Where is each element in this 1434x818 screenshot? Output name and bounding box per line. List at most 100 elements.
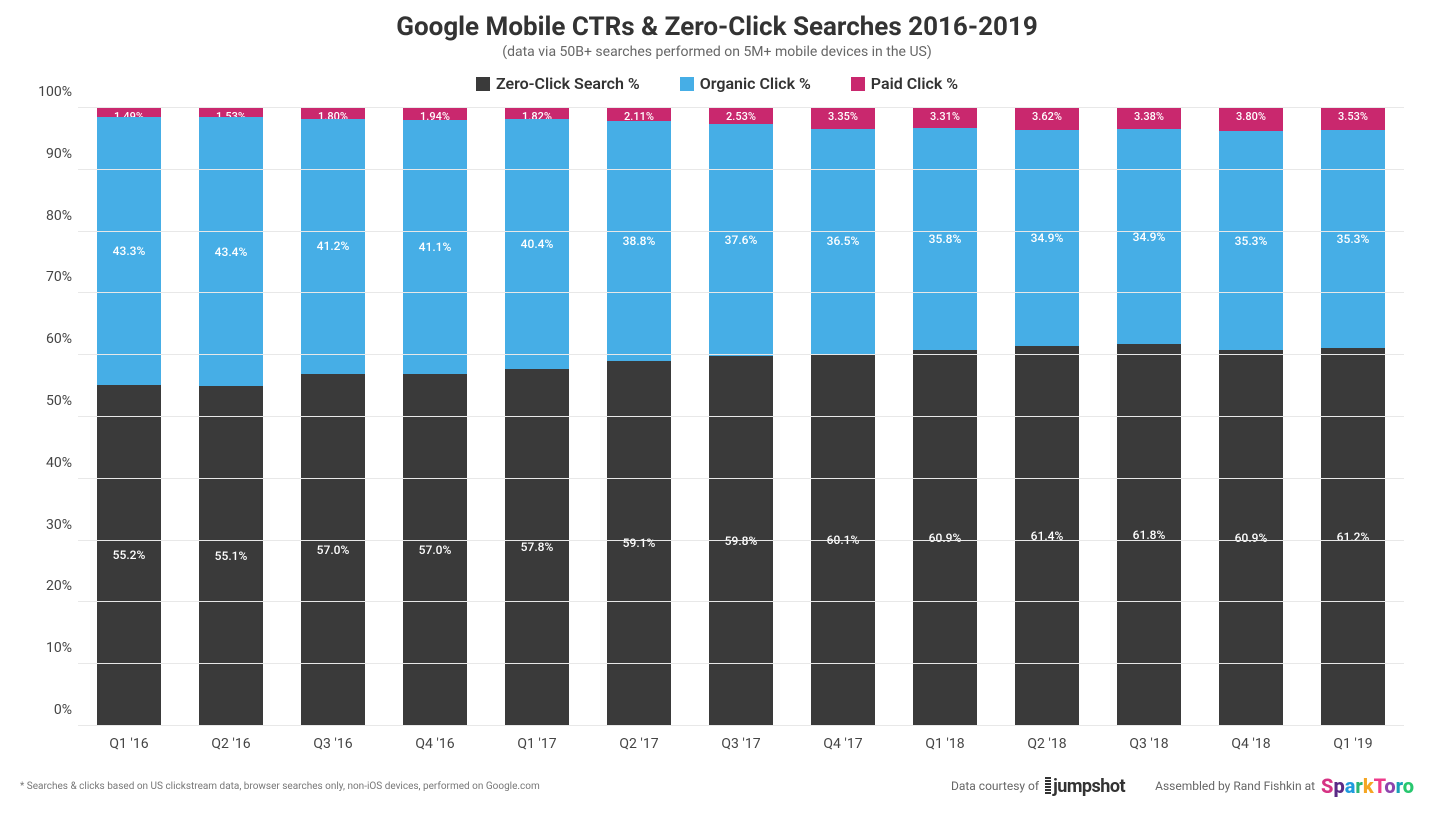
gridline <box>78 231 1404 232</box>
stacked-bar: 1.49%43.3%55.2% <box>97 108 160 726</box>
stacked-bar: 1.53% 43.4% 55.1% <box>199 108 262 726</box>
legend-label: Zero-Click Search % <box>496 74 640 93</box>
segment-value-label: 3.80% <box>1236 110 1266 123</box>
legend-item: Paid Click % <box>851 74 958 93</box>
segment-value-label: 3.62% <box>1032 110 1062 123</box>
segment-value-label: 36.5% <box>827 234 860 248</box>
bar-segment: 41.2% <box>301 119 364 374</box>
stacked-bar: 2.11%38.8%59.1% <box>607 108 670 726</box>
x-axis-label: Q1 '19 <box>1302 730 1404 758</box>
x-axis-label: Q3 '17 <box>690 730 792 758</box>
y-axis-label: 100% <box>20 84 72 100</box>
stacked-bar: 1.82%40.4%57.8% <box>505 108 568 726</box>
bar-segment: 55.2% <box>97 385 160 726</box>
bar-segment: 1.53% <box>199 108 262 117</box>
bar-column: 3.35%36.5%60.1% <box>792 108 894 726</box>
x-axis-label: Q4 '17 <box>792 730 894 758</box>
gridline <box>78 663 1404 664</box>
segment-value-label: 35.3% <box>1235 234 1268 248</box>
bar-segment: 35.8% <box>913 128 976 349</box>
gridline <box>78 601 1404 602</box>
bar-column: 1.49%43.3%55.2% <box>78 108 180 726</box>
gridline <box>78 107 1404 108</box>
bar-column: 1.94%41.1%57.0% <box>384 108 486 726</box>
stacked-bar: 3.80% 35.3% 60.9% <box>1219 108 1282 726</box>
y-axis-label: 90% <box>20 146 72 162</box>
y-axis-label: 30% <box>20 517 72 533</box>
segment-value-label: 34.9% <box>1031 231 1064 245</box>
gridline <box>78 292 1404 293</box>
credit-prefix: Assembled by Rand Fishkin at <box>1155 779 1315 793</box>
segment-value-label: 61.4% <box>1031 529 1064 543</box>
segment-value-label: 3.31% <box>930 110 960 123</box>
y-axis-label: 50% <box>20 393 72 409</box>
segment-value-label: 55.2% <box>113 548 146 562</box>
bar-column: 3.62% 34.9% 61.4% <box>996 108 1098 726</box>
bar-segment: 57.8% <box>505 369 568 726</box>
segment-value-label: 41.2% <box>317 239 350 253</box>
x-axis-label: Q1 '17 <box>486 730 588 758</box>
y-axis-label: 60% <box>20 331 72 347</box>
segment-value-label: 43.4% <box>215 245 248 259</box>
gridline <box>78 354 1404 355</box>
bar-segment: 40.4% <box>505 119 568 369</box>
bar-segment: 3.35% <box>811 108 874 129</box>
bar-segment: 36.5% <box>811 129 874 355</box>
x-axis-label: Q2 '18 <box>996 730 1098 758</box>
segment-value-label: 40.4% <box>521 237 554 251</box>
legend-swatch <box>680 77 694 91</box>
segment-value-label: 3.53% <box>1338 110 1368 123</box>
segment-value-label: 60.9% <box>1235 531 1268 545</box>
gridline <box>78 725 1404 726</box>
bar-segment: 3.80% <box>1219 108 1282 131</box>
bar-segment: 60.9% <box>913 350 976 726</box>
stacked-bar: 1.94%41.1%57.0% <box>403 108 466 726</box>
sparktoro-logo: SparkToro <box>1321 774 1414 798</box>
assembly-credit: Assembled by Rand Fishkin at SparkToro <box>1155 774 1414 798</box>
segment-value-label: 60.9% <box>929 531 962 545</box>
legend-label: Paid Click % <box>871 74 958 93</box>
bar-segment: 41.1% <box>403 120 466 374</box>
bar-segment: 43.3% <box>97 117 160 385</box>
chart-area: 1.49%43.3%55.2%1.53%43.4%55.1%1.80%41.2%… <box>20 108 1414 758</box>
bar-segment: 37.6% <box>709 124 772 356</box>
footnote: * Searches & clicks based on US clickstr… <box>20 781 540 792</box>
bar-column: 3.31% 35.8% 60.9% <box>894 108 996 726</box>
y-axis-label: 10% <box>20 640 72 656</box>
segment-value-label: 38.8% <box>623 234 656 248</box>
stacked-bar: 1.80%41.2%57.0% <box>301 108 364 726</box>
legend: Zero-Click Search % Organic Click % Paid C… <box>0 74 1434 93</box>
bar-segment: 34.9% <box>1117 129 1180 345</box>
bar-column: 2.53%37.6%59.8% <box>690 108 792 726</box>
bar-column: 1.82%40.4%57.8% <box>486 108 588 726</box>
bar-column: 3.53%35.3%61.2% <box>1302 108 1404 726</box>
segment-value-label: 57.8% <box>521 540 554 554</box>
legend-label: Organic Click % <box>700 74 811 93</box>
stacked-bar: 3.62% 34.9% 61.4% <box>1015 108 1078 726</box>
y-axis-label: 0% <box>20 702 72 718</box>
segment-value-label: 37.6% <box>725 233 758 247</box>
x-axis-label: Q3 '16 <box>282 730 384 758</box>
stacked-bar: 3.53%35.3%61.2% <box>1321 108 1384 726</box>
stacked-bar: 3.38%34.9%61.8% <box>1117 108 1180 726</box>
chart-subtitle: (data via 50B+ searches performed on 5M+… <box>0 44 1434 60</box>
bar-segment: 3.31% <box>913 108 976 128</box>
legend-item: Zero-Click Search % <box>476 74 640 93</box>
segment-value-label: 34.9% <box>1133 230 1166 244</box>
bar-segment: 61.4% <box>1015 346 1078 725</box>
y-axis-label: 40% <box>20 455 72 471</box>
x-axis-label: Q2 '17 <box>588 730 690 758</box>
gridline <box>78 416 1404 417</box>
gridline <box>78 540 1404 541</box>
bar-segment: 61.2% <box>1321 348 1384 726</box>
segment-value-label: 2.53% <box>726 110 756 123</box>
segment-value-label: 41.1% <box>419 240 452 254</box>
bar-segment: 43.4% <box>199 117 262 385</box>
segment-value-label: 35.8% <box>929 232 962 246</box>
y-axis-label: 70% <box>20 269 72 285</box>
gridline <box>78 478 1404 479</box>
bar-segment: 57.0% <box>403 374 466 726</box>
segment-value-label: 55.1% <box>215 549 248 563</box>
segment-value-label: 43.3% <box>113 244 146 258</box>
stacked-bar: 3.35%36.5%60.1% <box>811 108 874 726</box>
